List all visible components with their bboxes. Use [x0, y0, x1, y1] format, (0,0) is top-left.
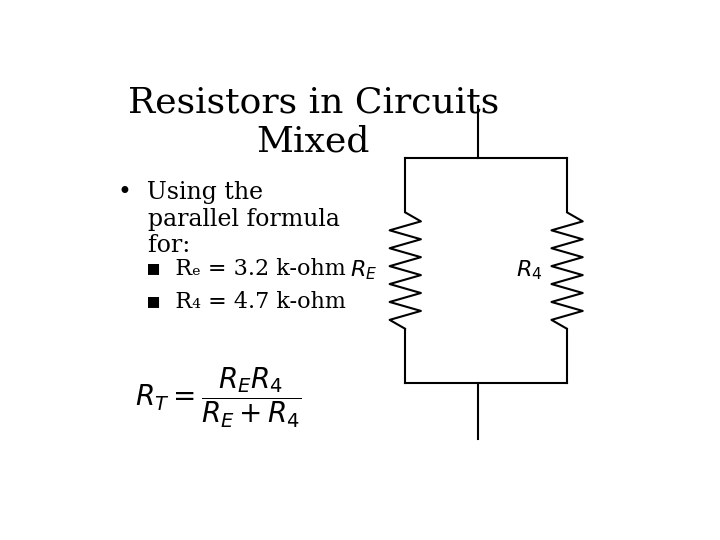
Text: •  Using the
    parallel formula
    for:: • Using the parallel formula for: — [118, 181, 340, 258]
Text: ▪  Rₑ = 3.2 k-ohm: ▪ Rₑ = 3.2 k-ohm — [145, 258, 346, 280]
Text: $R_4$: $R_4$ — [516, 259, 542, 282]
Text: $R_E$: $R_E$ — [350, 259, 377, 282]
Text: ▪  R₄ = 4.7 k-ohm: ▪ R₄ = 4.7 k-ohm — [145, 292, 346, 313]
Text: $R_T = \dfrac{R_E R_4}{R_E + R_4}$: $R_T = \dfrac{R_E R_4}{R_E + R_4}$ — [135, 365, 302, 430]
Text: Resistors in Circuits
Mixed: Resistors in Circuits Mixed — [127, 85, 499, 159]
